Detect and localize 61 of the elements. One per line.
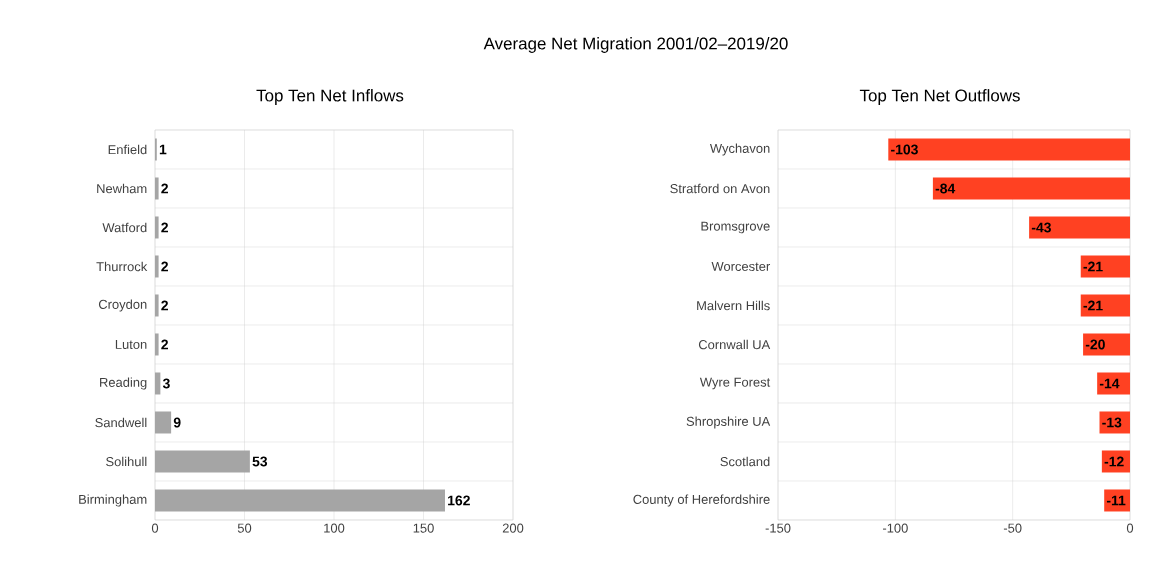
chart-subtitle: Top Ten Net Outflows xyxy=(859,89,1020,105)
data-label: -84 xyxy=(935,183,956,194)
y-tick-label: Newham xyxy=(97,183,147,194)
bar xyxy=(155,450,250,473)
data-label: -103 xyxy=(891,144,918,155)
data-label: -14 xyxy=(1099,378,1120,389)
bar xyxy=(155,255,159,278)
y-tick-label: Cornwall UA xyxy=(698,339,771,350)
y-tick-label: Birmingham xyxy=(79,494,147,507)
y-tick-label: Malvern Hills xyxy=(697,300,770,311)
x-tick-label: 150 xyxy=(413,523,434,533)
x-tick-label: -150 xyxy=(765,523,791,533)
data-label: -20 xyxy=(1085,339,1105,350)
y-tick-label: Solihull xyxy=(106,456,147,467)
data-label: 162 xyxy=(448,495,470,506)
chart-subtitle: Top Ten Net Inflows xyxy=(256,89,404,105)
x-tick-label: 0 xyxy=(1126,523,1134,533)
y-tick-label: County of Herefordshire xyxy=(633,494,770,507)
data-label: 53 xyxy=(252,456,268,467)
x-tick-label: 50 xyxy=(237,523,252,533)
y-tick-label: Scotland xyxy=(720,456,770,467)
bar xyxy=(155,294,159,317)
y-tick-label: Worcester xyxy=(711,261,771,271)
data-label: 2 xyxy=(161,300,168,311)
y-tick-label: Bromsgrove xyxy=(701,221,770,234)
y-tick-label: Thurrock xyxy=(96,261,148,272)
x-tick-label: -50 xyxy=(1003,523,1022,533)
bar xyxy=(155,177,159,200)
data-label: 2 xyxy=(161,339,168,350)
text: Average Net Migration 2001/02–2019/20 xyxy=(483,37,788,53)
x-tick-label: -100 xyxy=(882,523,908,533)
data-label: 2 xyxy=(161,261,168,272)
bar xyxy=(155,489,445,512)
bar xyxy=(155,372,161,395)
y-tick-label: Luton xyxy=(115,339,147,349)
data-label: -21 xyxy=(1083,300,1103,311)
data-label: 9 xyxy=(173,417,181,428)
data-label: -12 xyxy=(1104,456,1124,467)
data-label: -21 xyxy=(1083,261,1103,272)
data-label: -13 xyxy=(1102,417,1122,428)
x-tick-label: 200 xyxy=(502,523,524,533)
y-tick-label: Croydon xyxy=(98,299,147,312)
data-label: 2 xyxy=(161,222,168,233)
y-tick-label: Watford xyxy=(102,222,147,233)
data-label: -11 xyxy=(1106,495,1126,506)
bar xyxy=(155,333,159,356)
y-tick-label: Reading xyxy=(100,377,147,390)
y-tick-label: Sandwell xyxy=(95,417,147,428)
y-tick-label: Wychavon xyxy=(709,143,770,156)
y-tick-label: Shropshire UA xyxy=(686,416,771,429)
y-tick-label: Enfield xyxy=(108,144,147,155)
bar xyxy=(155,216,159,239)
data-label: 2 xyxy=(161,183,168,194)
y-tick-label: Stratford on Avon xyxy=(670,183,770,194)
data-label: 1 xyxy=(159,144,167,155)
y-tick-label: Wyre Forest xyxy=(699,377,771,390)
x-tick-label: 0 xyxy=(151,523,159,533)
x-tick-label: 100 xyxy=(324,523,345,533)
data-label: 3 xyxy=(162,378,170,389)
bar xyxy=(155,411,172,434)
data-label: -43 xyxy=(1031,222,1051,233)
